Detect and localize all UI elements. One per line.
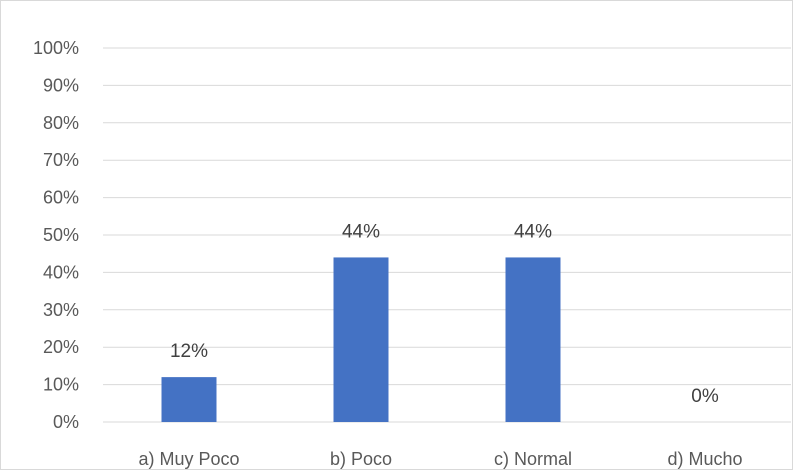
x-tick-label: d) Mucho — [667, 449, 742, 469]
y-tick-label: 40% — [43, 262, 79, 282]
x-tick-label: b) Poco — [330, 449, 392, 469]
data-label: 12% — [170, 341, 208, 362]
y-tick-label: 20% — [43, 337, 79, 357]
y-tick-label: 30% — [43, 300, 79, 320]
bar — [505, 257, 561, 422]
x-axis-tick-labels: a) Muy Poco b) Poco c) Normal d) Mucho — [138, 449, 742, 469]
y-tick-label: 50% — [43, 225, 79, 245]
x-tick-label: a) Muy Poco — [138, 449, 239, 469]
y-tick-label: 10% — [43, 375, 79, 395]
data-label: 0% — [691, 386, 719, 407]
data-labels: 12% 44% 44% 0% — [170, 221, 719, 407]
data-label: 44% — [514, 221, 552, 242]
gridlines — [103, 47, 791, 423]
data-label: 44% — [342, 221, 380, 242]
y-tick-label: 80% — [43, 113, 79, 133]
y-tick-label: 60% — [43, 188, 79, 208]
y-tick-label: 90% — [43, 75, 79, 95]
y-tick-label: 70% — [43, 150, 79, 170]
bars — [161, 257, 561, 422]
y-tick-label: 0% — [53, 412, 79, 432]
y-tick-label: 100% — [33, 38, 79, 58]
x-tick-label: c) Normal — [494, 449, 572, 469]
y-axis-tick-labels: 0% 10% 20% 30% 40% 50% 60% 70% 80% 90% 100% — [33, 38, 79, 432]
bar — [333, 257, 389, 422]
bar — [161, 377, 217, 422]
